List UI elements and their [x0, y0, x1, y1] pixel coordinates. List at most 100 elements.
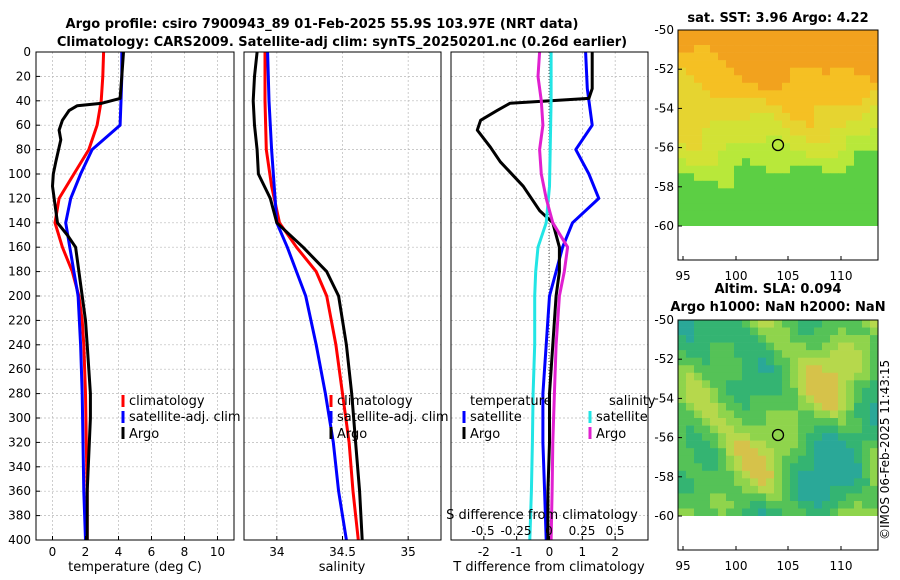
map-cell [718, 372, 727, 381]
map-cell [750, 508, 759, 517]
map-cell [718, 327, 727, 336]
map-cell [734, 500, 743, 509]
map-cell [758, 463, 767, 472]
sst-map-field [678, 30, 879, 227]
map-cell [854, 508, 863, 517]
map-cell [766, 173, 775, 182]
map-cell [750, 320, 759, 328]
map-cell [870, 97, 879, 106]
map-cell [766, 425, 775, 434]
map-cell [854, 82, 863, 91]
map-cell [798, 52, 807, 61]
map-cell [718, 335, 727, 343]
map-cell [862, 500, 871, 509]
map-cell [678, 508, 687, 517]
map-cell [838, 210, 847, 219]
map-cell [870, 402, 879, 411]
map-cell [774, 372, 783, 381]
map-cell [790, 180, 799, 189]
map-cell [726, 485, 735, 494]
sst-map-ticks: 95 100 105 110 -50 -52 -54 -56 -58 -60 [654, 23, 852, 283]
map-cell [822, 112, 831, 121]
map-cell [838, 493, 847, 502]
map-cell [734, 90, 743, 99]
map-cell [758, 150, 767, 159]
map-cell [742, 425, 751, 434]
map-cell [758, 493, 767, 502]
top-tick-label: -0.5 [471, 524, 494, 538]
difference-xlabel-top: S difference from climatology [446, 508, 638, 523]
map-cell [830, 105, 839, 114]
map-cell [734, 180, 743, 189]
map-cell [718, 440, 727, 449]
map-cell [726, 320, 735, 328]
map-cell [726, 173, 735, 182]
map-cell [798, 418, 807, 426]
map-cell [774, 60, 783, 68]
map-cell [702, 158, 711, 167]
map-cell [806, 210, 815, 219]
map-cell [710, 150, 719, 159]
map-cell [822, 52, 831, 61]
map-cell [790, 128, 799, 136]
map-cell [726, 402, 735, 411]
map-cell [758, 365, 767, 374]
map-cell [774, 463, 783, 472]
map-cell [758, 60, 767, 68]
map-cell [750, 112, 759, 121]
map-cell [854, 143, 863, 151]
temperature-grid [36, 51, 234, 541]
map-cell [686, 210, 695, 219]
map-cell [870, 82, 879, 91]
map-cell [862, 75, 871, 84]
map-cell [822, 500, 831, 509]
map-cell [718, 387, 727, 396]
map-cell [678, 173, 687, 182]
map-cell [750, 380, 759, 389]
map-cell [846, 470, 855, 479]
map-cell [710, 165, 719, 174]
map-cell [870, 75, 879, 84]
map-cell [718, 448, 727, 457]
map-cell [782, 402, 791, 411]
map-cell [734, 402, 743, 411]
map-cell [750, 372, 759, 381]
map-cell [862, 188, 871, 197]
map-cell [814, 143, 823, 151]
map-cell [694, 320, 703, 328]
map-cell [854, 478, 863, 487]
map-cell [742, 188, 751, 197]
map-cell [766, 37, 775, 46]
map-cell [758, 165, 767, 174]
map-cell [806, 470, 815, 479]
map-cell [798, 135, 807, 144]
map-cell [758, 327, 767, 336]
map-cell [718, 410, 727, 419]
map-cell [702, 455, 711, 464]
map-cell [710, 135, 719, 144]
map-cell [822, 90, 831, 99]
map-cell [766, 350, 775, 358]
map-cell [742, 448, 751, 457]
map-cell [750, 218, 759, 227]
map-cell [766, 500, 775, 509]
map-cell [862, 203, 871, 212]
map-cell [726, 210, 735, 219]
map-cell [758, 387, 767, 396]
map-cell [830, 173, 839, 182]
map-cell [758, 173, 767, 182]
map-cell [710, 463, 719, 472]
map-cell [702, 410, 711, 419]
map-cell [750, 158, 759, 167]
map-cell [766, 327, 775, 336]
map-cell [726, 500, 735, 509]
depth-tick-label: 260 [8, 362, 31, 376]
map-cell [710, 485, 719, 494]
x-tick-label: 4 [115, 545, 123, 559]
map-cell [862, 425, 871, 434]
map-cell [750, 150, 759, 159]
map-cell [710, 327, 719, 336]
map-cell [710, 335, 719, 343]
map-cell [814, 470, 823, 479]
map-cell [686, 188, 695, 197]
